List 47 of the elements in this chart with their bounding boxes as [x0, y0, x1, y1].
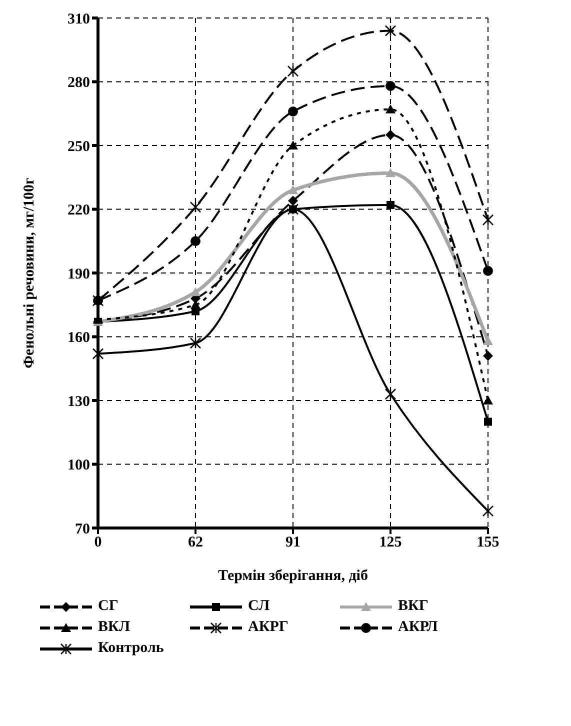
point [483, 266, 493, 276]
legend-label: ВКЛ [98, 619, 130, 636]
point [287, 65, 299, 77]
point [386, 201, 394, 209]
legend-label: ВКГ [398, 598, 428, 615]
y-tick-label: 220 [68, 202, 90, 219]
point [384, 388, 396, 400]
point [190, 337, 202, 349]
y-axis-title: Фенольні речовини, мг/100г [21, 178, 38, 368]
y-tick-label: 100 [68, 458, 90, 474]
x-tick-label: 0 [94, 534, 102, 551]
x-tick-label: 125 [379, 534, 402, 551]
point [484, 418, 492, 426]
y-tick-label: 130 [68, 394, 90, 410]
y-tick-label: 160 [68, 330, 90, 346]
legend-label: СЛ [248, 598, 270, 615]
y-tick-label: 70 [75, 521, 90, 538]
legend-label: АКРЛ [398, 619, 438, 636]
point [190, 287, 200, 296]
point [483, 336, 493, 345]
x-tick-label: 155 [476, 534, 500, 551]
point [190, 236, 200, 246]
point [483, 350, 493, 361]
point [288, 106, 298, 116]
y-tick-label: 280 [68, 75, 90, 92]
x-tick-label: 91 [286, 534, 300, 551]
point [386, 168, 396, 178]
point [482, 214, 494, 226]
point [483, 396, 493, 404]
legend-label: АКРГ [248, 619, 288, 636]
x-axis-title: Термін зберігання, діб [218, 568, 368, 584]
y-tick-label: 250 [68, 138, 90, 155]
point [384, 25, 396, 36]
y-tick-label: 190 [68, 266, 90, 282]
point [288, 185, 298, 194]
point [386, 81, 396, 91]
point [288, 196, 298, 206]
point [190, 201, 202, 213]
point [288, 140, 298, 150]
point [386, 104, 396, 114]
legend-label: СГ [98, 598, 118, 615]
point [386, 130, 396, 140]
point [482, 505, 494, 517]
y-tick-label: 310 [68, 11, 90, 28]
legend-label: Контроль [98, 640, 164, 657]
x-tick-label: 62 [188, 534, 203, 551]
point [92, 348, 104, 360]
